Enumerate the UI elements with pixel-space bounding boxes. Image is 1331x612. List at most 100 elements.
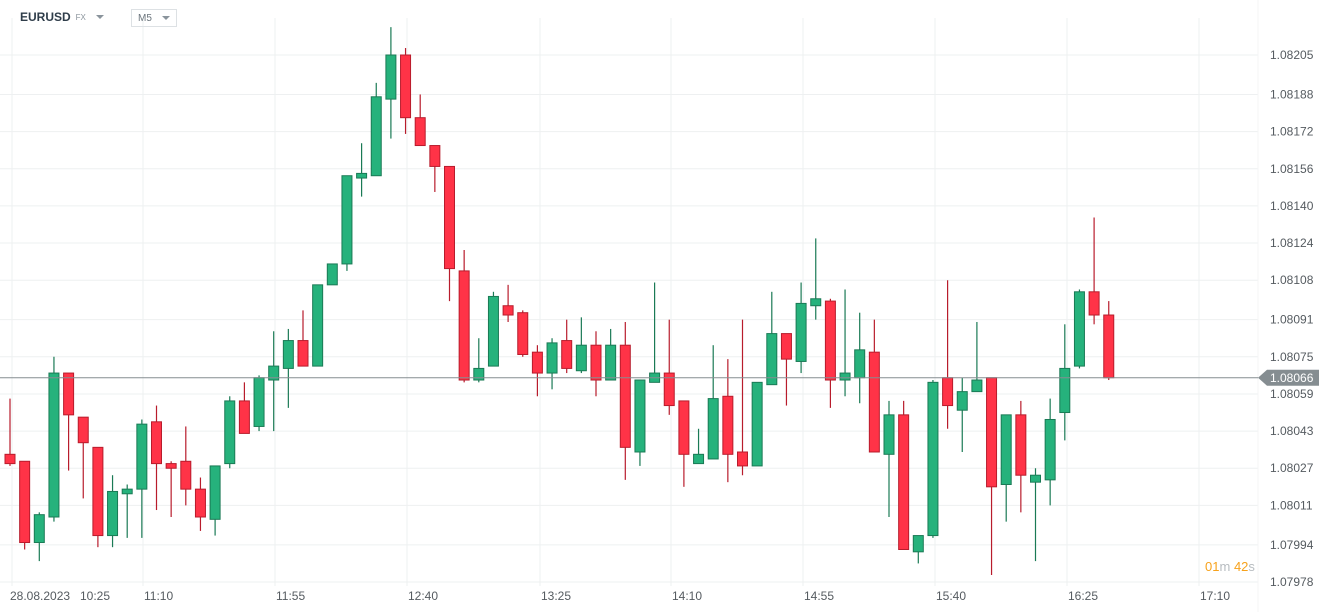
candle-bearish[interactable]: [4, 398, 16, 466]
candle-body: [824, 300, 836, 381]
candle-body: [722, 395, 734, 455]
candle-bullish[interactable]: [971, 321, 983, 393]
candle-countdown: 01m 42s: [1205, 559, 1255, 574]
candle-bearish[interactable]: [780, 333, 792, 406]
candle-bullish[interactable]: [33, 512, 45, 562]
candle-body: [473, 367, 485, 381]
candle-bearish[interactable]: [531, 345, 543, 397]
candle-bearish[interactable]: [824, 298, 836, 408]
candle-bearish[interactable]: [619, 321, 631, 480]
candle-body: [619, 344, 631, 448]
candle-bearish[interactable]: [502, 284, 514, 322]
candle-bearish[interactable]: [297, 310, 309, 367]
candle-bearish[interactable]: [92, 446, 104, 548]
candle-bullish[interactable]: [883, 400, 895, 517]
candle-bearish[interactable]: [663, 319, 675, 415]
candle-bullish[interactable]: [282, 328, 294, 408]
candle-bullish[interactable]: [341, 175, 353, 271]
candle-bullish[interactable]: [326, 263, 338, 286]
candle-bullish[interactable]: [487, 291, 499, 367]
candle-bearish[interactable]: [737, 319, 748, 476]
candle-bullish[interactable]: [209, 465, 221, 536]
candle-bullish[interactable]: [766, 291, 778, 386]
candle-body: [370, 96, 382, 177]
candle-bearish[interactable]: [238, 382, 250, 434]
candle-bullish[interactable]: [224, 396, 236, 469]
candle-bullish[interactable]: [634, 379, 646, 466]
candle-body: [385, 54, 397, 100]
candle-bearish[interactable]: [942, 280, 954, 429]
candle-body: [663, 372, 675, 407]
candle-bullish[interactable]: [839, 289, 851, 397]
candle-bearish[interactable]: [194, 477, 206, 531]
time-tick-label: 28.08.2023: [10, 589, 70, 603]
candle-bullish[interactable]: [649, 282, 661, 383]
candle-bullish[interactable]: [693, 428, 705, 465]
candle-bearish[interactable]: [722, 359, 734, 483]
candle-bearish[interactable]: [678, 400, 690, 487]
symbol-selector[interactable]: EURUSD FX: [20, 10, 104, 24]
candle-bullish[interactable]: [546, 338, 558, 390]
candle-bearish[interactable]: [898, 400, 910, 550]
candle-bearish[interactable]: [151, 405, 162, 511]
candle-bearish[interactable]: [165, 461, 177, 517]
candle-bullish[interactable]: [854, 312, 866, 404]
candle-bearish[interactable]: [77, 416, 89, 499]
candle-bullish[interactable]: [268, 331, 280, 432]
candle-bearish[interactable]: [458, 250, 470, 383]
candle-bearish[interactable]: [19, 460, 31, 550]
candle-bullish[interactable]: [253, 375, 265, 432]
candle-body: [927, 381, 939, 537]
price-tick-label: 1.08124: [1270, 236, 1314, 250]
price-tick-label: 1.08205: [1270, 48, 1314, 62]
candle-bearish[interactable]: [444, 165, 455, 302]
candle-bullish[interactable]: [385, 27, 397, 139]
candle-body: [956, 391, 968, 411]
price-tick-label: 1.08188: [1270, 87, 1314, 101]
candle-bullish[interactable]: [751, 381, 763, 467]
candle-bullish[interactable]: [121, 484, 133, 538]
candle-bullish[interactable]: [136, 419, 148, 538]
candle-bullish[interactable]: [48, 356, 60, 522]
candle-bullish[interactable]: [1059, 324, 1071, 441]
candle-bearish[interactable]: [561, 319, 573, 374]
candle-bullish[interactable]: [575, 317, 587, 374]
candle-bearish[interactable]: [868, 319, 880, 453]
candle-bullish[interactable]: [356, 143, 368, 197]
chevron-down-icon: [95, 15, 104, 19]
candle-bearish[interactable]: [1015, 400, 1027, 513]
candle-bullish[interactable]: [1000, 414, 1012, 522]
candle-bearish[interactable]: [429, 145, 441, 192]
candle-bullish[interactable]: [312, 284, 324, 367]
candle-body: [414, 117, 426, 147]
time-tick-label: 15:40: [936, 589, 966, 603]
candle-body: [942, 377, 954, 407]
candle-bearish[interactable]: [590, 331, 602, 397]
candle-bullish[interactable]: [810, 238, 822, 320]
candle-bearish[interactable]: [180, 426, 192, 506]
candle-bullish[interactable]: [107, 475, 119, 548]
candle-bullish[interactable]: [795, 282, 807, 374]
candle-bullish[interactable]: [956, 377, 968, 452]
candle-bullish[interactable]: [912, 535, 924, 564]
candle-bullish[interactable]: [605, 328, 617, 381]
candle-bearish[interactable]: [1103, 301, 1115, 381]
candle-bullish[interactable]: [473, 338, 485, 383]
candle-bullish[interactable]: [1073, 289, 1085, 369]
candle-bullish[interactable]: [370, 82, 382, 177]
candle-bullish[interactable]: [927, 380, 939, 538]
candle-bearish[interactable]: [517, 310, 529, 357]
candle-bearish[interactable]: [1088, 217, 1100, 325]
candle-bearish[interactable]: [63, 372, 75, 471]
candle-bearish[interactable]: [986, 377, 998, 576]
candle-bullish[interactable]: [1030, 468, 1041, 562]
candle-bearish[interactable]: [414, 94, 426, 147]
candle-bullish[interactable]: [707, 345, 719, 460]
timeframe-select[interactable]: M5: [131, 9, 177, 27]
candle-body: [92, 446, 104, 537]
candle-bullish[interactable]: [1044, 398, 1056, 506]
symbol-type: FX: [75, 12, 86, 22]
candle-bearish[interactable]: [400, 48, 412, 134]
candle-body: [517, 312, 529, 355]
